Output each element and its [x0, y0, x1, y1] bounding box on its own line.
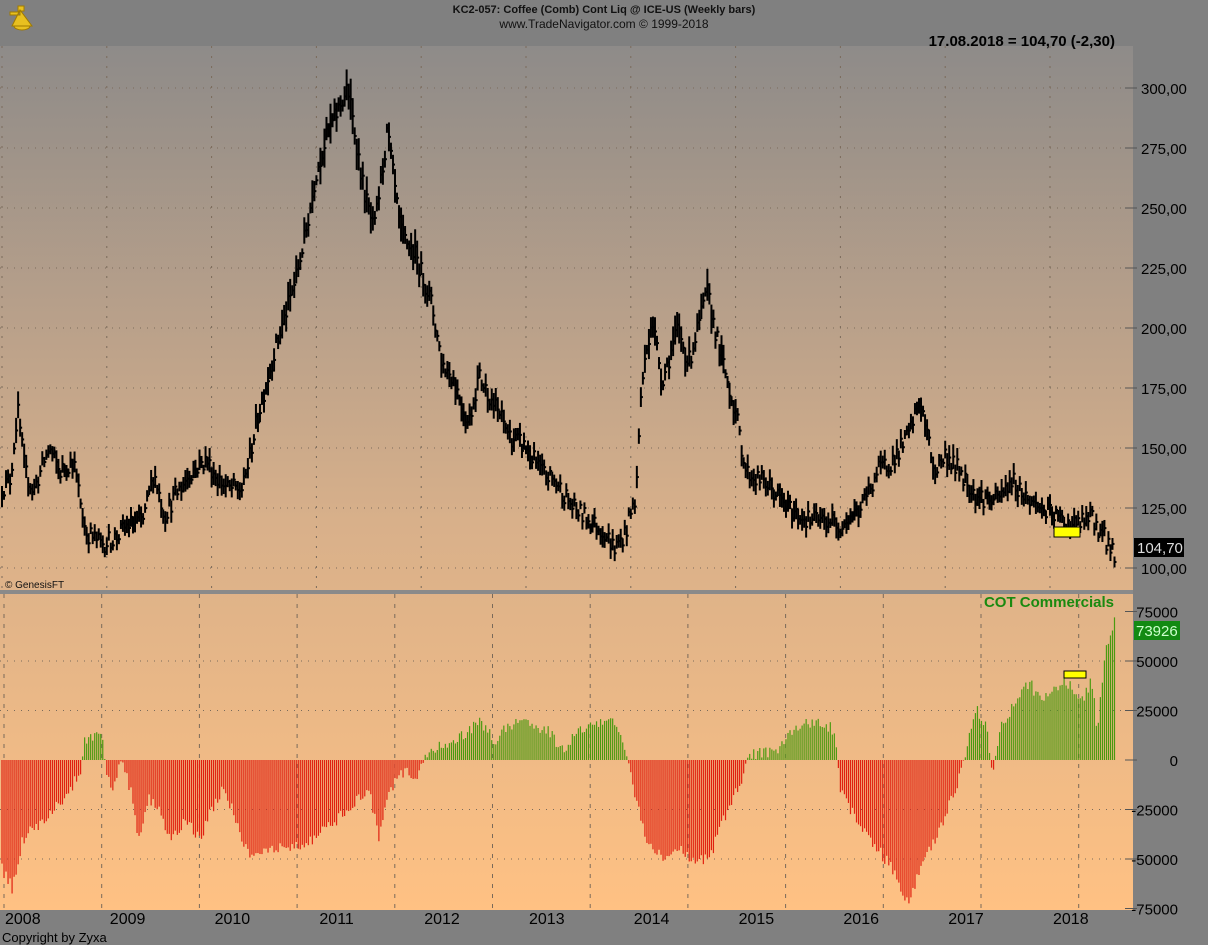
x-tick-label: 2008 [5, 911, 41, 928]
x-tick-label: 2015 [739, 911, 775, 928]
x-tick-label: 2012 [424, 911, 460, 928]
cot-y-tick-label: -25000 [1131, 803, 1178, 820]
x-tick-label: 2016 [843, 911, 879, 928]
y-tick-label: 225,00 [1141, 261, 1187, 278]
cot-y-tick-label: 50000 [1136, 654, 1178, 671]
cot-title: COT Commercials [984, 594, 1114, 611]
y-tick-label: 275,00 [1141, 141, 1187, 158]
y-tick-label: 175,00 [1141, 381, 1187, 398]
cot-y-tick-label: 0 [1170, 753, 1178, 770]
last-cot-badge [1134, 621, 1180, 640]
price-marker [1053, 526, 1081, 538]
x-tick-label: 2010 [215, 911, 251, 928]
x-tick-label: 2018 [1053, 911, 1089, 928]
plot-background [0, 46, 1133, 910]
cot-y-tick-label: -50000 [1131, 852, 1178, 869]
last-price-label: 104,70 [1137, 540, 1183, 557]
cot-y-tick-label: 25000 [1136, 704, 1178, 721]
copyright: Copyright by Zyxa [2, 930, 108, 945]
chart-title: KC2-057: Coffee (Comb) Cont Liq @ ICE-US… [453, 4, 756, 16]
x-tick-label: 2009 [110, 911, 146, 928]
last-cot-label: 73926 [1136, 623, 1178, 640]
x-tick-label: 2011 [319, 911, 354, 928]
x-tick-label: 2017 [948, 911, 984, 928]
x-tick-label: 2014 [634, 911, 670, 928]
y-tick-label: 200,00 [1141, 321, 1187, 338]
last-quote: 17.08.2018 = 104,70 (-2,30) [929, 33, 1115, 50]
chart-subtitle: www.TradeNavigator.com © 1999-2018 [498, 17, 708, 31]
y-tick-label: 125,00 [1141, 501, 1187, 518]
sextant-icon [9, 5, 33, 31]
y-tick-label: 250,00 [1141, 201, 1187, 218]
cot-y-tick-label: -75000 [1131, 902, 1178, 919]
genesis-watermark: © GenesisFT [5, 580, 64, 591]
y-tick-label: 150,00 [1141, 441, 1187, 458]
y-tick-label: 300,00 [1141, 81, 1187, 98]
y-tick-label: 100,00 [1141, 561, 1187, 578]
panel-separator[interactable] [0, 590, 1133, 594]
cot-marker [1063, 670, 1087, 679]
x-tick-label: 2013 [529, 911, 565, 928]
cot-y-tick-label: 75000 [1136, 605, 1178, 622]
last-price-badge [1134, 538, 1184, 557]
